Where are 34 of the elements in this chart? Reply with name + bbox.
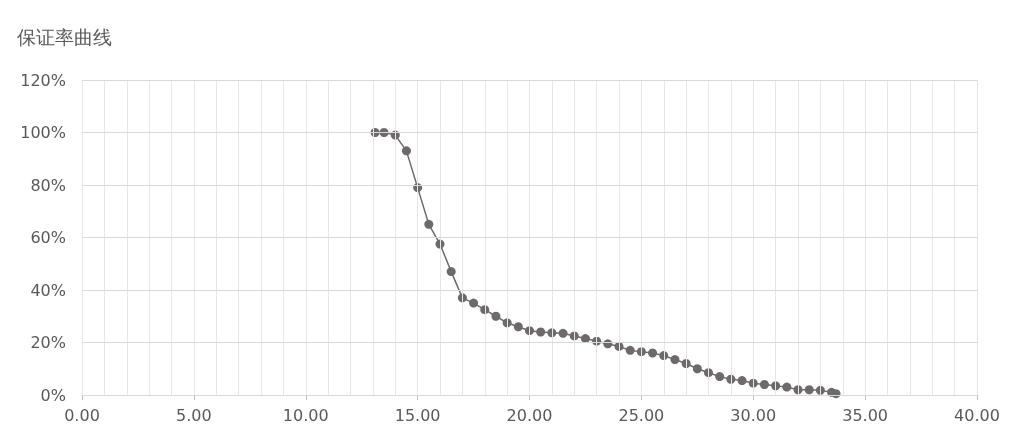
- point: [625, 345, 635, 355]
- point: [401, 146, 411, 156]
- point: [446, 267, 456, 277]
- x-tick-label: 0.00: [64, 405, 100, 425]
- y-tick-label: 80%: [30, 175, 66, 195]
- point: [648, 348, 658, 358]
- y-tick-label: 40%: [30, 280, 66, 300]
- y-tick-label: 20%: [30, 333, 66, 352]
- x-tick-label: 20.00: [506, 405, 553, 425]
- x-tick-label: 5.00: [176, 405, 212, 425]
- y-tick-label: 100%: [20, 123, 66, 142]
- point: [513, 322, 523, 332]
- point: [737, 376, 747, 386]
- x-tick-label: 10.00: [282, 405, 329, 425]
- point: [715, 372, 725, 382]
- y-tick-label: 0%: [40, 385, 66, 405]
- point: [558, 328, 568, 338]
- point: [536, 327, 546, 337]
- point: [804, 385, 814, 395]
- x-tick-label: 40.00: [954, 405, 1000, 425]
- point: [670, 355, 680, 365]
- x-tick-label: 35.00: [842, 405, 889, 425]
- y-tick-label: 60%: [30, 228, 66, 247]
- point: [469, 298, 479, 308]
- y-tick-label: 120%: [20, 70, 66, 90]
- point: [424, 219, 434, 229]
- point: [491, 311, 501, 321]
- point: [782, 382, 792, 392]
- point: [759, 380, 769, 389]
- chart-title: 保证率曲线: [17, 25, 112, 48]
- point: [692, 364, 702, 374]
- x-tick-label: 25.00: [618, 405, 665, 425]
- x-tick-label: 15.00: [394, 405, 441, 425]
- x-tick-label: 30.00: [730, 405, 777, 425]
